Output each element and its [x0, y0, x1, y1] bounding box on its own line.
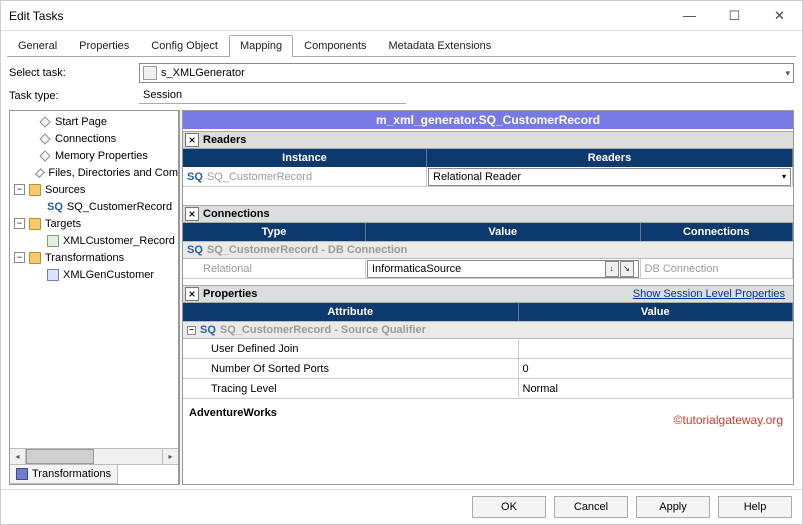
props-sub: SQ_CustomerRecord - Source Qualifier: [220, 324, 426, 336]
sq-icon: SQ: [187, 171, 203, 183]
tree-memory-properties[interactable]: Memory Properties: [10, 147, 178, 164]
sq-icon: SQ: [200, 324, 216, 336]
collapse-icon[interactable]: −: [14, 252, 25, 263]
tab-components[interactable]: Components: [293, 35, 377, 57]
tree-xmlcustomer-record[interactable]: XMLCustomer_Record: [10, 232, 178, 249]
collapse-icon[interactable]: −: [14, 184, 25, 195]
collapse-icon[interactable]: ⨯: [185, 287, 199, 301]
diamond-icon: [39, 133, 50, 144]
watermark: ©tutorialgateway.org: [674, 403, 793, 427]
tree-start-page[interactable]: Start Page: [10, 113, 178, 130]
chevron-down-icon: ▾: [785, 68, 790, 79]
minimize-button[interactable]: —: [667, 1, 712, 31]
select-task-label: Select task:: [9, 67, 139, 79]
tree-sources[interactable]: −Sources: [10, 181, 178, 198]
tab-mapping[interactable]: Mapping: [229, 35, 293, 57]
select-task-value: s_XMLGenerator: [161, 67, 245, 79]
mapping-title: m_xml_generator.SQ_CustomerRecord: [183, 111, 793, 129]
readers-title: Readers: [203, 134, 246, 146]
col-attribute: Attribute: [183, 303, 519, 321]
col-type: Type: [183, 223, 366, 241]
task-type-value: Session: [139, 87, 406, 104]
prop-attr: User Defined Join: [183, 339, 519, 358]
collapse-icon[interactable]: ⨯: [185, 133, 199, 147]
main-tabs: General Properties Config Object Mapping…: [7, 35, 796, 57]
window-title: Edit Tasks: [9, 9, 63, 23]
task-icon: [143, 66, 157, 80]
select-task-dropdown[interactable]: s_XMLGenerator ▾: [139, 63, 794, 83]
maximize-button[interactable]: ☐: [712, 1, 757, 31]
ok-button[interactable]: OK: [472, 496, 546, 518]
browse-icon[interactable]: ↘: [620, 261, 634, 277]
reader-select[interactable]: Relational Reader▾: [428, 168, 791, 186]
diamond-icon: [39, 116, 50, 127]
diamond-icon: [39, 150, 50, 161]
folder-icon: [29, 218, 41, 230]
prop-val[interactable]: Normal: [519, 379, 794, 398]
collapse-icon[interactable]: −: [187, 326, 196, 335]
apply-button[interactable]: Apply: [636, 496, 710, 518]
tree-sq-customerrecord[interactable]: SQSQ_CustomerRecord: [10, 198, 178, 215]
tab-general[interactable]: General: [7, 35, 68, 57]
folder-icon: [29, 252, 41, 264]
tree-xmlgencustomer[interactable]: XMLGenCustomer: [10, 266, 178, 283]
xml-icon: [47, 269, 59, 281]
tree-targets[interactable]: −Targets: [10, 215, 178, 232]
tab-properties[interactable]: Properties: [68, 35, 140, 57]
col-connections: Connections: [641, 223, 794, 241]
conn-connections: DB Connection: [641, 259, 794, 278]
connection-sub: SQ_CustomerRecord - DB Connection: [207, 244, 407, 256]
target-icon: [47, 235, 59, 247]
cancel-button[interactable]: Cancel: [554, 496, 628, 518]
conn-value-input[interactable]: InformaticaSource↓↘: [367, 260, 639, 278]
col-value: Value: [519, 303, 794, 321]
col-readers: Readers: [427, 149, 793, 167]
prop-val[interactable]: 0: [519, 359, 794, 378]
tree-pane: Start Page Connections Memory Properties…: [9, 110, 179, 485]
arrow-down-icon[interactable]: ↓: [605, 261, 619, 277]
properties-title: Properties: [203, 288, 257, 300]
col-value: Value: [366, 223, 641, 241]
prop-attr: Number Of Sorted Ports: [183, 359, 519, 378]
folder-icon: [29, 184, 41, 196]
task-type-label: Task type:: [9, 90, 139, 102]
tree-bottom-tab-transformations[interactable]: Transformations: [10, 465, 118, 484]
prop-attr: Tracing Level: [183, 379, 519, 398]
tab-config-object[interactable]: Config Object: [140, 35, 229, 57]
chevron-down-icon: ▾: [782, 172, 786, 181]
tree-transformations[interactable]: −Transformations: [10, 249, 178, 266]
tree-connections[interactable]: Connections: [10, 130, 178, 147]
prop-val[interactable]: [519, 339, 794, 358]
tree-files-directories[interactable]: Files, Directories and Com: [10, 164, 178, 181]
transform-icon: [16, 468, 28, 480]
collapse-icon[interactable]: ⨯: [185, 207, 199, 221]
close-button[interactable]: ✕: [757, 1, 802, 31]
sq-icon: SQ: [47, 201, 63, 213]
help-button[interactable]: Help: [718, 496, 792, 518]
collapse-icon[interactable]: −: [14, 218, 25, 229]
conn-type: Relational: [183, 259, 366, 278]
reader-instance: SQ_CustomerRecord: [207, 171, 312, 183]
tree-scrollbar[interactable]: ◂▸: [10, 448, 178, 464]
tab-metadata-extensions[interactable]: Metadata Extensions: [378, 35, 503, 57]
col-instance: Instance: [183, 149, 427, 167]
diamond-icon: [35, 168, 45, 178]
footer-dbname: AdventureWorks: [183, 403, 283, 423]
connections-title: Connections: [203, 208, 270, 220]
sq-icon: SQ: [187, 244, 203, 256]
show-session-level-link[interactable]: Show Session Level Properties: [633, 288, 785, 300]
